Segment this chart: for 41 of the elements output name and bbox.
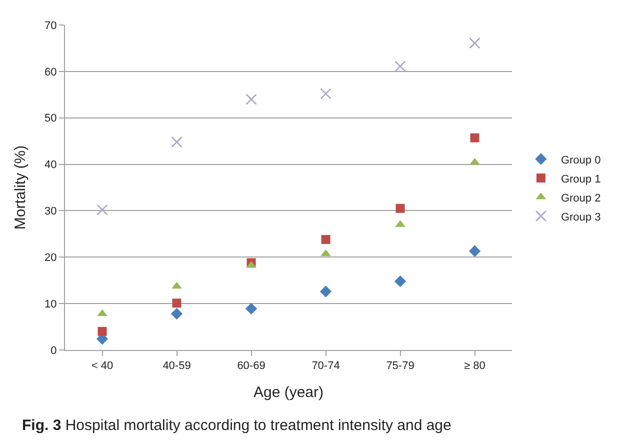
point bbox=[320, 88, 332, 100]
point bbox=[98, 326, 107, 336]
legend-label: Group 2 bbox=[560, 192, 601, 204]
x-tick-label: ≥ 80 bbox=[464, 360, 486, 372]
legend-label: Group 3 bbox=[560, 211, 601, 224]
legend-label: Group 0 bbox=[560, 154, 601, 166]
x-axis-title: Age (year) bbox=[253, 384, 324, 402]
point bbox=[172, 298, 182, 308]
point bbox=[394, 275, 406, 288]
point bbox=[320, 286, 332, 298]
point bbox=[97, 309, 108, 316]
point bbox=[320, 249, 331, 256]
y-tick-label: 40 bbox=[44, 159, 57, 172]
point bbox=[394, 60, 406, 72]
point bbox=[245, 302, 258, 315]
point bbox=[469, 37, 480, 49]
point bbox=[396, 204, 405, 213]
x-tick-label: 70-74 bbox=[312, 360, 340, 372]
point bbox=[172, 282, 182, 289]
point bbox=[470, 133, 480, 142]
y-axis-title: Mortality (%) bbox=[12, 145, 29, 230]
legend-label: Group 1 bbox=[560, 173, 601, 186]
point bbox=[470, 158, 480, 165]
y-tick-label: 50 bbox=[44, 112, 57, 125]
y-tick-label: 60 bbox=[44, 66, 57, 78]
point bbox=[170, 308, 183, 320]
point bbox=[171, 136, 182, 148]
x-tick-label: 60-69 bbox=[237, 360, 266, 372]
point bbox=[321, 235, 330, 244]
y-tick-label: 10 bbox=[44, 298, 57, 310]
x-tick-label: 75-79 bbox=[386, 360, 414, 372]
text: Fig. 3 Hospital mortality according to treatment intensity and age bbox=[22, 417, 452, 434]
x-tick-label: < 40 bbox=[91, 360, 114, 372]
y-tick-label: 70 bbox=[44, 20, 57, 32]
y-tick-label: 30 bbox=[44, 206, 57, 218]
point bbox=[246, 94, 257, 105]
point bbox=[96, 204, 108, 216]
x-tick-label: 40-59 bbox=[162, 360, 191, 372]
y-tick-label: 20 bbox=[44, 252, 57, 264]
y-tick-label: 0 bbox=[50, 344, 57, 357]
point bbox=[468, 245, 481, 257]
